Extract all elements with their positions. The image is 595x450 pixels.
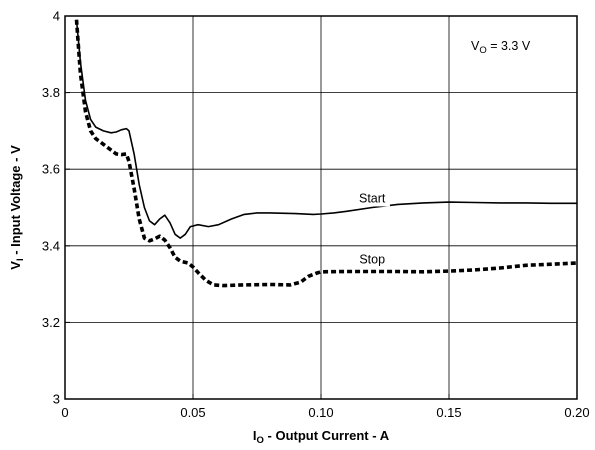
vo-annotation: VO = 3.3 V — [471, 39, 531, 56]
annotation-background — [467, 37, 535, 58]
y-tick-label: 3.2 — [42, 315, 60, 330]
x-axis-title-main: I — [253, 428, 257, 443]
tick-labels: 0 0.05 0.10 0.15 0.20 3 3.2 3.4 3.6 3.8 4 — [42, 9, 590, 421]
y-axis-title-sub: I — [15, 258, 26, 261]
y-axis-title: VI - Input Voltage - V — [8, 145, 26, 270]
x-tick-label: 0.10 — [308, 405, 333, 420]
x-axis-title: IO - Output Current - A — [253, 428, 390, 446]
y-tick-label: 3.8 — [42, 85, 60, 100]
y-tick-label: 3.6 — [42, 162, 60, 177]
series-stop-line — [74, 19, 578, 288]
y-tick-label: 4 — [53, 9, 60, 24]
series-stop-label: Stop — [359, 253, 385, 267]
x-tick-label: 0.20 — [564, 405, 589, 420]
x-tick-label: 0 — [61, 405, 68, 420]
series-labels: Start Stop — [354, 190, 390, 268]
series-label-background — [355, 251, 390, 268]
x-axis-title-rest: - Output Current - A — [264, 428, 390, 443]
y-axis-title-main: V — [8, 261, 23, 270]
series-layer — [74, 19, 578, 288]
vo-annotation-rest: = 3.3 V — [487, 39, 531, 53]
series-label-background — [354, 190, 390, 207]
series-start-label: Start — [359, 191, 386, 205]
y-tick-label: 3.4 — [42, 238, 60, 253]
x-axis-title-sub: O — [257, 435, 264, 446]
x-tick-label: 0.05 — [180, 405, 205, 420]
vo-annotation-sub: O — [479, 45, 486, 56]
y-tick-label: 3 — [53, 392, 60, 407]
series-start-line — [75, 19, 577, 239]
y-axis-title-rest: - Input Voltage - V — [8, 145, 23, 258]
grid — [65, 16, 577, 399]
x-tick-label: 0.15 — [436, 405, 461, 420]
vo-annotation-main: V — [471, 39, 480, 53]
